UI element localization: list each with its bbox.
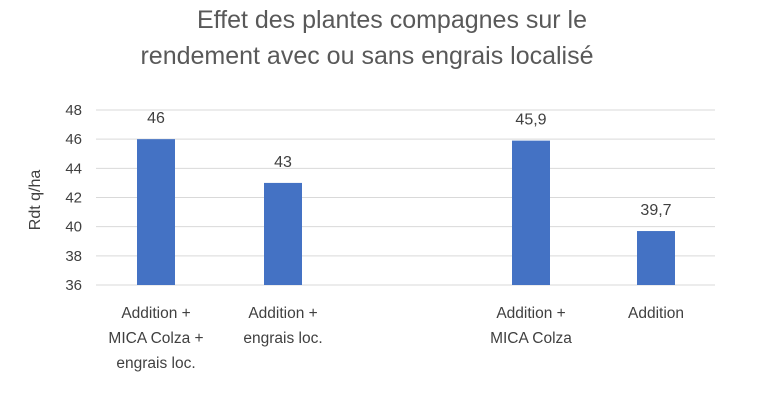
bars bbox=[137, 139, 675, 285]
y-tick-label: 48 bbox=[65, 102, 82, 119]
x-axis-labels: Addition + MICA Colza + engrais loc. Additi… bbox=[108, 305, 684, 372]
data-label: 45,9 bbox=[515, 112, 546, 129]
y-tick-label: 40 bbox=[65, 219, 82, 236]
x-category-label: Addition + bbox=[496, 305, 565, 322]
y-tick-label: 36 bbox=[65, 277, 82, 294]
x-category-label: MICA Colza + bbox=[108, 330, 203, 347]
x-category-label: engrais loc. bbox=[243, 330, 322, 347]
chart-title: Effet des plantes compagnes sur le rende… bbox=[140, 6, 593, 70]
bar bbox=[637, 231, 675, 285]
x-category-label: Addition + bbox=[248, 305, 317, 322]
x-category-label: MICA Colza bbox=[490, 330, 572, 347]
data-label: 46 bbox=[147, 110, 165, 127]
y-tick-label: 38 bbox=[65, 248, 82, 265]
x-category-label: Addition + bbox=[121, 305, 190, 322]
y-tick-label: 42 bbox=[65, 190, 82, 207]
bar bbox=[512, 140, 550, 285]
x-category-label: Addition bbox=[628, 305, 684, 322]
data-label: 39,7 bbox=[640, 202, 671, 219]
y-axis-title: Rdt q/ha bbox=[27, 170, 44, 231]
data-label: 43 bbox=[274, 154, 292, 171]
chart-title-line-1: Effet des plantes compagnes sur le bbox=[197, 6, 587, 34]
gridlines bbox=[96, 109, 715, 286]
bar bbox=[137, 139, 175, 285]
y-axis-ticks: 36 38 40 42 44 46 48 bbox=[65, 102, 82, 294]
data-labels: 46 43 45,9 39,7 bbox=[147, 110, 672, 219]
x-category-label: engrais loc. bbox=[116, 355, 195, 372]
y-tick-label: 44 bbox=[65, 160, 82, 177]
y-tick-label: 46 bbox=[65, 131, 82, 148]
bar bbox=[264, 182, 302, 285]
chart-title-line-2: rendement avec ou sans engrais localisé bbox=[140, 42, 593, 70]
